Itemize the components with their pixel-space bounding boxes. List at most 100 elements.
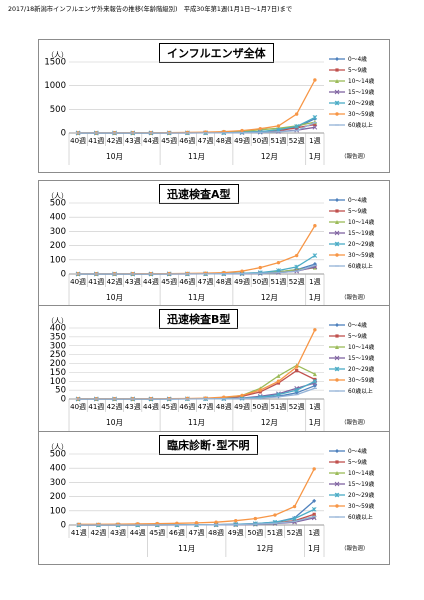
data-point [294, 390, 299, 395]
legend-swatch [329, 459, 345, 464]
y-unit-label: （人） [47, 443, 68, 451]
legend-marker [335, 252, 339, 257]
legend-item: 30～59歳 [328, 249, 390, 260]
legend-item: 5～9歳 [328, 205, 390, 216]
x-tick-label: 1週 [309, 277, 320, 286]
legend-marker [335, 333, 339, 338]
data-point [175, 521, 179, 525]
legend-swatch [329, 56, 345, 61]
y-tick-label: 350 [50, 332, 66, 342]
x-axis-caption: （報告週） [341, 295, 369, 301]
legend-item: 20～29歳 [328, 97, 390, 108]
series-6 [76, 78, 317, 135]
data-point [222, 395, 226, 399]
legend-marker [335, 219, 339, 224]
x-tick-label: 45週 [149, 528, 165, 537]
legend-item: 60歳以上 [328, 260, 390, 271]
chart-title: インフルエンザ全体 [159, 43, 274, 63]
legend-label: 60歳以上 [348, 123, 373, 129]
y-tick-label: 100 [50, 377, 66, 387]
legend-swatch [329, 355, 345, 360]
legend-item: 15～19歳 [328, 86, 390, 97]
legend-marker [335, 470, 339, 475]
legend-item: 15～19歳 [328, 478, 390, 489]
data-point [312, 124, 318, 130]
data-point [312, 467, 316, 471]
x-tick-label: 44週 [143, 402, 159, 411]
data-point [258, 127, 262, 131]
legend-item: 60歳以上 [328, 385, 390, 396]
data-point [294, 264, 299, 270]
y-tick-label: 250 [50, 350, 66, 360]
legend-item: 20～29歳 [328, 363, 390, 374]
y-tick-label: 0 [61, 129, 66, 139]
chart-panel-rapid-a: 迅速検査A型 0 100 200 300 400 500 40週 41週 42週 43週 44週 45… [38, 180, 390, 314]
x-tick-label: 48週 [216, 277, 232, 286]
line-chart-overall: 0 500 1000 1500 40週 41週 42週 43週 44週 45週 46週 47週 48週 4… [44, 58, 325, 165]
data-point [312, 378, 318, 384]
legend-marker [335, 322, 339, 327]
legend-label: 10～14歳 [348, 79, 375, 85]
data-point [276, 379, 281, 383]
month-label: 11月 [188, 293, 205, 302]
line-chart-rapid-a: 0 100 200 300 400 500 40週 41週 42週 43週 44週 45週 46週 47週… [50, 199, 325, 306]
legend-label: 10～14歳 [348, 345, 375, 351]
x-tick-label: 52週 [287, 528, 303, 537]
x-tick-label: 43週 [125, 277, 141, 286]
legend-swatch [329, 219, 345, 224]
data-point [276, 124, 281, 128]
data-point [240, 269, 244, 273]
x-tick-label: 46週 [179, 402, 195, 411]
y-tick-label: 500 [50, 199, 66, 209]
legend-item: 15～19歳 [328, 352, 390, 363]
data-point [240, 128, 244, 133]
y-tick-label: 1500 [44, 58, 66, 68]
legend-label: 60歳以上 [348, 264, 373, 270]
data-point [276, 373, 281, 378]
x-tick-label: 45週 [161, 277, 177, 286]
legend-swatch [329, 448, 345, 453]
y-tick-label: 300 [50, 227, 66, 237]
data-point [294, 124, 299, 129]
data-point [312, 498, 317, 503]
legend-label: 15～19歳 [348, 90, 375, 96]
legend-item: 5～9歳 [328, 330, 390, 341]
legend-swatch [329, 67, 345, 72]
legend-marker [334, 481, 340, 486]
x-tick-label: 41週 [71, 528, 87, 537]
legend-swatch [329, 344, 345, 349]
month-label: 12月 [261, 418, 278, 427]
x-tick-label: 47週 [198, 277, 214, 286]
series-7 [76, 121, 317, 134]
y-tick-label: 500 [50, 105, 66, 115]
legend-swatch [329, 252, 345, 257]
legend-marker [334, 241, 340, 246]
month-label: 10月 [106, 152, 123, 161]
legend: 0～4歳 5～9歳 10～14歳 15～19歳 20～29歳 30～59歳 60歳以上 [328, 319, 390, 396]
legend-swatch [329, 230, 345, 235]
data-point [294, 387, 299, 393]
legend-marker [335, 78, 339, 83]
y-tick-label: 100 [50, 255, 66, 265]
legend-item: 5～9歳 [328, 456, 390, 467]
legend-item: 0～4歳 [328, 319, 390, 330]
legend-label: 20～29歳 [348, 367, 375, 373]
legend-item: 20～29歳 [328, 489, 390, 500]
legend-swatch [329, 389, 345, 392]
legend-marker [335, 344, 339, 349]
data-point [294, 112, 299, 116]
legend-swatch [329, 89, 345, 94]
x-tick-label: 41週 [88, 277, 104, 286]
legend-marker [334, 89, 340, 94]
x-axis-caption: （報告週） [341, 154, 369, 160]
data-point [258, 265, 262, 270]
legend-marker [335, 459, 339, 464]
legend-label: 5～9歳 [348, 68, 367, 74]
month-label: 12月 [261, 152, 278, 161]
y-tick-label: 0 [61, 270, 66, 280]
legend-swatch [329, 481, 345, 486]
x-tick-label: 40週 [70, 136, 86, 145]
month-label: 10月 [106, 418, 123, 427]
x-tick-label: 46週 [169, 528, 185, 537]
month-label: 11月 [188, 418, 205, 427]
